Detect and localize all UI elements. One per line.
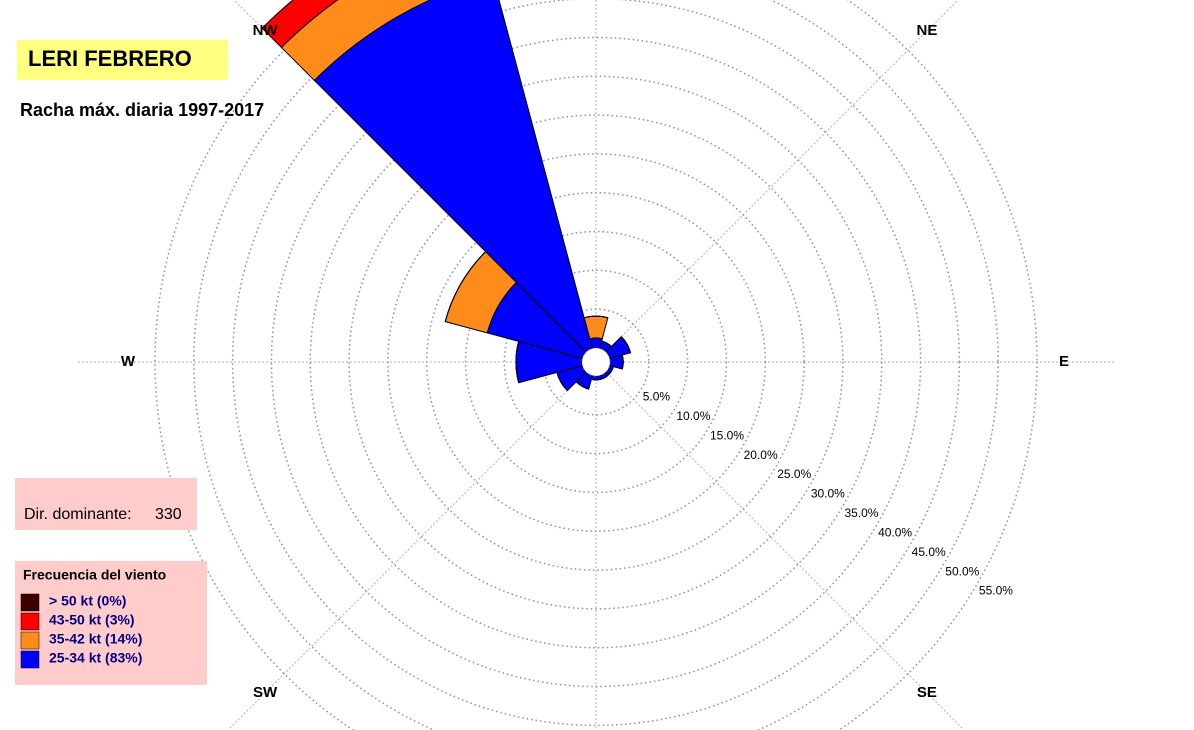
ring-label: 15.0% (710, 428, 744, 442)
legend: > 50 kt (0%) 43-50 kt (3%) 35-42 kt (14%) 2… (20, 593, 142, 669)
grid-ring (425, 191, 767, 533)
ring-label: 55.0% (979, 584, 1013, 598)
grid-ring (503, 269, 689, 455)
grid-ring (464, 230, 728, 494)
grid-ring (348, 114, 844, 610)
grid-ring (231, 0, 961, 727)
ring-label: 50.0% (945, 564, 979, 578)
legend-label: 35-42 kt (14%) (49, 631, 142, 647)
grid-ring (154, 0, 1038, 730)
legend-swatch (20, 612, 40, 631)
grid-ring (270, 36, 922, 688)
ring-label: 30.0% (811, 487, 845, 501)
calm-circle (581, 347, 611, 377)
spoke (595, 361, 965, 730)
legend-swatch (20, 593, 40, 612)
dominant-box (15, 478, 197, 530)
spoke (595, 0, 959, 363)
spoke (227, 361, 597, 730)
compass-label: NE (917, 22, 938, 39)
grid-ring (387, 153, 805, 571)
legend-swatch (20, 631, 40, 650)
plot: 5.0% 10.0%15.0%20.0% 25.0%30.0% 35.0%40.0%4… (76, 0, 1116, 730)
dominant-value: 330 (155, 506, 182, 523)
compass-label: SE (917, 684, 937, 701)
grid-ring (193, 0, 999, 730)
chart-subtitle: Racha máx. diaria 1997-2017 (20, 100, 264, 120)
legend-label: 25-34 kt (83%) (49, 650, 142, 666)
legend-box (15, 561, 207, 685)
ring-label: 20.0% (744, 448, 778, 462)
sector (261, 0, 339, 49)
dominant-label: Dir. dominante: (24, 506, 132, 523)
grid-ring (309, 75, 883, 649)
grid-ring (542, 308, 650, 416)
legend-swatch (20, 650, 40, 669)
ring-label: 25.0% (777, 467, 811, 481)
compass-label: E (1059, 353, 1069, 370)
chart-title: LERI FEBRERO (28, 46, 192, 71)
ring-label: 40.0% (878, 525, 912, 539)
compass-label: SW (253, 684, 278, 701)
title-box (17, 40, 228, 80)
legend-label: 43-50 kt (3%) (49, 612, 135, 628)
ring-label: 5.0% (643, 390, 671, 404)
sector (621, 354, 624, 370)
compass-label: NW (253, 22, 279, 39)
ring-label: 45.0% (912, 545, 946, 559)
legend-title: Frecuencia del viento (23, 567, 166, 583)
sector (620, 336, 632, 353)
compass-label: W (121, 353, 136, 370)
ring-label: 35.0% (844, 506, 878, 520)
ring-label: 10.0% (676, 409, 710, 423)
legend-label: > 50 kt (0%) (49, 593, 126, 609)
